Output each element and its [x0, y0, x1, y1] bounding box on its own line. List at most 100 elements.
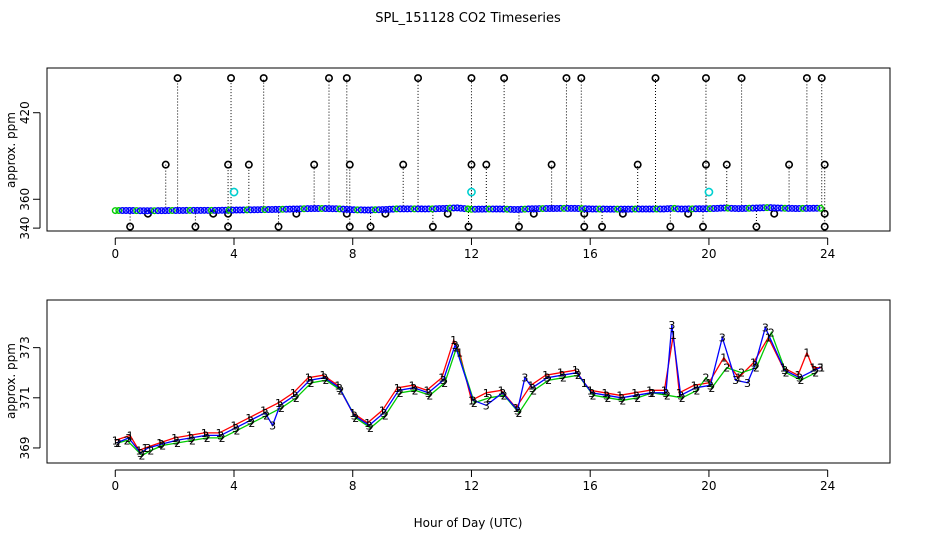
- series-1-marker: 1: [349, 407, 356, 420]
- bottom-y-axis-label: approx. ppm: [4, 343, 18, 419]
- top-data-point: [485, 205, 493, 213]
- highlight-point: [704, 187, 714, 197]
- bottom-y-tick-label: 369: [18, 437, 32, 460]
- outlier-point: [126, 222, 135, 231]
- top-data-point: [407, 205, 415, 213]
- series-3-marker: 3: [796, 372, 803, 385]
- top-data-point: [410, 205, 418, 213]
- series-1-marker: 1: [750, 357, 757, 370]
- bottom-plot-frame: [46, 299, 891, 464]
- series-1-marker: 1: [557, 367, 564, 380]
- top-data-point: [325, 205, 333, 213]
- series-3-marker: 3: [811, 364, 818, 377]
- bottom-y-tick-label: 373: [18, 336, 32, 359]
- series-3-marker: 3: [113, 437, 120, 450]
- series-2-marker: 2: [768, 327, 775, 340]
- top-x-tick-label: 24: [820, 247, 835, 261]
- top-data-point: [774, 204, 782, 212]
- series-1-marker: 1: [456, 347, 463, 360]
- top-x-tick-label: 8: [349, 247, 357, 261]
- top-data-point: [250, 206, 258, 214]
- series-1-marker: 1: [171, 432, 178, 445]
- top-data-point: [350, 206, 358, 214]
- top-data-point: [546, 204, 554, 212]
- outlier-point: [698, 222, 707, 231]
- series-1-marker: 1: [780, 362, 787, 375]
- top-data-point: [681, 205, 689, 213]
- series-1-marker: 1: [334, 379, 341, 392]
- top-data-point: [738, 204, 746, 212]
- top-data-point: [767, 204, 775, 212]
- top-data-point: [215, 206, 223, 214]
- top-data-point: [706, 205, 714, 213]
- top-axes: 0 4 8 12 16 20 24 340 360 420: [18, 101, 835, 261]
- series-2-marker: 2: [323, 374, 330, 387]
- top-data-point: [282, 205, 290, 213]
- top-data-point: [656, 205, 664, 213]
- outlier-point: [227, 74, 236, 83]
- series-3-marker: 3: [618, 392, 625, 405]
- series-1-marker: 1: [631, 387, 638, 400]
- top-data-point: [784, 204, 792, 212]
- top-data-point: [400, 205, 408, 213]
- series-1-marker: 1: [320, 369, 327, 382]
- top-data-point: [172, 206, 180, 214]
- series-3-marker: 3: [269, 419, 276, 432]
- outlier-point: [701, 160, 710, 169]
- top-data-point: [225, 206, 233, 214]
- top-data-point: [378, 206, 386, 214]
- outlier-point: [580, 222, 589, 231]
- top-data-point: [467, 205, 475, 213]
- series-3-marker: 3: [144, 442, 151, 455]
- top-data-point: [606, 205, 614, 213]
- series-2-marker: 2: [124, 434, 131, 447]
- top-data-point: [621, 205, 629, 213]
- top-data-point: [464, 205, 472, 213]
- series-2-marker: 2: [783, 367, 790, 380]
- top-data-point: [158, 207, 166, 215]
- series-2-marker: 2: [382, 409, 389, 422]
- top-data-point: [802, 204, 810, 212]
- outlier-point: [274, 222, 283, 231]
- top-data-point: [699, 205, 707, 213]
- top-data-point: [165, 207, 173, 215]
- outlier-point: [547, 160, 556, 169]
- top-data-point: [425, 205, 433, 213]
- top-data-point: [307, 205, 315, 213]
- series-3-marker: 3: [217, 429, 224, 442]
- top-data-point: [571, 204, 579, 212]
- series-3-marker: 3: [351, 409, 358, 422]
- series-2-marker: 2: [426, 389, 433, 402]
- series-3-marker: 3: [677, 389, 684, 402]
- series-2-marker: 2: [233, 424, 240, 437]
- top-data-point: [760, 204, 768, 212]
- outlier-point: [173, 74, 182, 83]
- series-1-marker: 1: [735, 372, 742, 385]
- series-3-marker: 3: [668, 319, 675, 332]
- top-data-point: [428, 205, 436, 213]
- series-1-marker: 1: [141, 442, 148, 455]
- top-data-point: [414, 205, 422, 213]
- series-1-marker: 1: [512, 402, 519, 415]
- outlier-point: [224, 160, 233, 169]
- top-y-axis-label: approx. ppm: [4, 112, 18, 188]
- series-3-marker: 3: [707, 379, 714, 392]
- top-data-point: [475, 205, 483, 213]
- series-3-marker: 3: [469, 394, 476, 407]
- top-data-point: [133, 207, 141, 215]
- top-data-point: [115, 207, 123, 215]
- top-x-tick-label: 0: [111, 247, 119, 261]
- top-data-point: [147, 207, 155, 215]
- series-3-marker: 3: [719, 332, 726, 345]
- top-data-point: [439, 205, 447, 213]
- bottom-x-tick-label: 16: [583, 479, 598, 493]
- outlier-point: [820, 209, 829, 218]
- top-data-point: [653, 205, 661, 213]
- top-data-point: [596, 205, 604, 213]
- bottom-x-tick-label: 24: [820, 479, 835, 493]
- top-data-point: [692, 205, 700, 213]
- series-3-marker: 3: [440, 374, 447, 387]
- top-data-point: [614, 205, 622, 213]
- top-data-point: [175, 206, 183, 214]
- series-3-marker: 3: [277, 399, 284, 412]
